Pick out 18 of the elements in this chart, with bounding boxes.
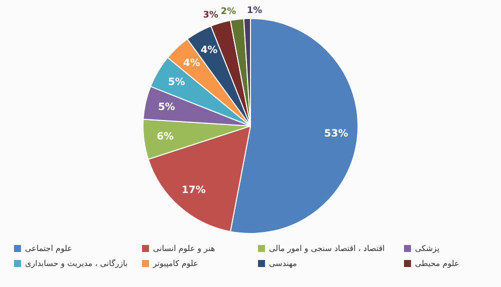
data-label: 5%	[168, 76, 185, 88]
data-label: 17%	[182, 185, 206, 196]
legend-label: علوم کامپیوتر	[153, 259, 198, 268]
legend-label: علوم محیطی	[415, 259, 460, 268]
data-label: 3%	[202, 10, 218, 20]
data-label: 1%	[246, 6, 262, 16]
data-label: 2%	[220, 6, 236, 17]
legend-label: هنر و علوم انسانی	[153, 244, 215, 253]
data-label: 6%	[156, 131, 174, 142]
legend-label: علوم اجتماعی	[25, 244, 72, 253]
data-label: 4%	[200, 45, 218, 56]
data-label: 53%	[324, 128, 348, 140]
data-label: 4%	[183, 58, 200, 69]
legend-label: بازرگانی ، مدیریت و حسابداری	[25, 259, 128, 268]
legend-label: اقتصاد ، اقتصاد سنجی و امور مالی	[269, 244, 385, 253]
legend-label: پزشکی	[415, 244, 440, 253]
legend-label: مهندسی	[269, 259, 297, 268]
data-label: 5%	[158, 102, 176, 113]
